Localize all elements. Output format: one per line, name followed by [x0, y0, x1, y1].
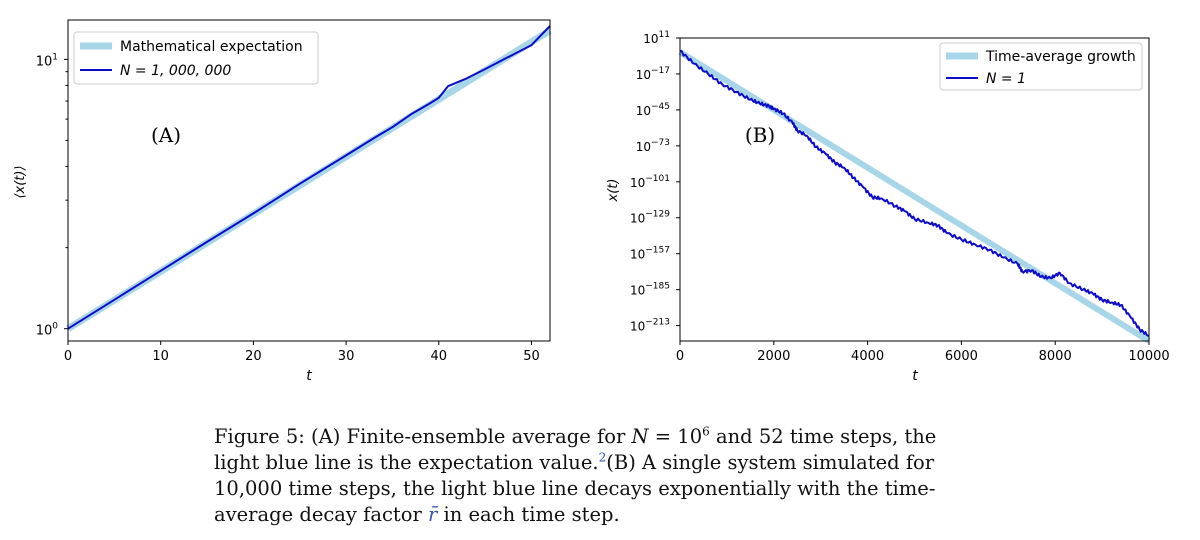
- panel-b-plot-area: [678, 49, 1151, 344]
- panel-b-frame: [679, 37, 1150, 342]
- caption-part3: (B) A single system simulated for 10,000…: [214, 451, 936, 526]
- panel-a: 0 10 20 30 40 50 100 101 t ⟨x(t)⟩ (A) Mathemat…: [13, 19, 552, 384]
- caption-equals: = 10: [648, 425, 703, 448]
- y-tick-label: 10−45: [636, 102, 670, 118]
- y-tick-label: 10−213: [630, 318, 670, 334]
- y-tick-label: 10−129: [630, 210, 670, 226]
- caption-exponent: 6: [702, 424, 710, 439]
- figure-caption: Figure 5: (A) Finite-ensemble average fo…: [214, 424, 974, 528]
- caption-part1: Figure 5: (A) Finite-ensemble average fo…: [214, 425, 632, 448]
- y-tick-label: 101: [36, 52, 58, 69]
- x-tick-label: 20: [245, 349, 262, 364]
- y-tick-label: 10−185: [630, 282, 670, 298]
- x-tick-label: 0: [64, 349, 72, 364]
- y-tick-label: 10−17: [636, 66, 670, 82]
- panel-a-legend: Mathematical expectation N = 1, 000, 000: [73, 31, 319, 85]
- x-tick-label: 0: [676, 349, 684, 364]
- legend-label-expectation: Mathematical expectation: [120, 39, 303, 55]
- panel-b-ylabel: x(t): [606, 179, 621, 203]
- panel-b-xlabel: t: [912, 368, 918, 384]
- caption-n-variable: N: [631, 425, 649, 448]
- series-line-ensemble: [67, 25, 551, 330]
- footnote-link[interactable]: 2: [598, 450, 607, 465]
- y-tick-label: 10−101: [630, 174, 670, 190]
- panel-a-xlabel: t: [306, 368, 312, 384]
- y-tick-label: 10−73: [636, 138, 670, 154]
- caption-part2: and 52 time steps, the light blue line i…: [214, 425, 937, 474]
- panel-b-y-ticks: 1011 10−17 10−45 10−73 10−101 10−129 10−157 10−…: [630, 30, 680, 334]
- y-tick-label: 1011: [643, 30, 670, 46]
- x-tick-label: 40: [430, 349, 447, 364]
- panel-b-legend: Time-average growth N = 1: [939, 42, 1143, 91]
- series-line-time-average: [678, 49, 1151, 344]
- legend-label-ensemble: N = 1, 000, 000: [120, 63, 231, 79]
- figure-5: 0 10 20 30 40 50 100 101 t ⟨x(t)⟩ (A) Mathemat…: [13, 19, 1170, 384]
- caption-part4: in each time step.: [437, 503, 620, 526]
- panel-b-x-ticks: 0 2000 4000 6000 8000 10000: [676, 341, 1170, 364]
- panel-a-letter: (A): [151, 123, 181, 147]
- panel-a-legend-box: [73, 31, 319, 85]
- x-tick-label: 10: [152, 349, 169, 364]
- y-tick-label: 100: [36, 322, 59, 339]
- panel-a-plot-area: [66, 25, 552, 332]
- x-tick-label: 8000: [1039, 349, 1072, 364]
- legend-label-single: N = 1: [986, 71, 1026, 87]
- x-tick-label: 10000: [1128, 349, 1169, 364]
- panel-b-letter: (B): [745, 123, 775, 147]
- panel-a-frame: [67, 19, 551, 342]
- panel-a-x-ticks: 0 10 20 30 40 50: [64, 341, 540, 364]
- panel-b-legend-box: [939, 42, 1143, 91]
- x-tick-label: 2000: [757, 349, 790, 364]
- y-tick-label: 10−157: [630, 246, 670, 262]
- x-tick-label: 50: [523, 349, 540, 364]
- panel-b: 0 2000 4000 6000 8000 10000 1011 10−17 10−45 10−…: [606, 30, 1170, 384]
- panel-a-ylabel: ⟨x(t)⟩: [13, 165, 28, 198]
- x-tick-label: 6000: [945, 349, 978, 364]
- panel-a-y-ticks: 100 101: [36, 52, 68, 339]
- x-tick-label: 4000: [851, 349, 884, 364]
- legend-label-time-average: Time-average growth: [985, 49, 1136, 65]
- caption-rbar: r̄: [428, 503, 438, 526]
- x-tick-label: 30: [338, 349, 355, 364]
- series-line-single: [679, 49, 1150, 337]
